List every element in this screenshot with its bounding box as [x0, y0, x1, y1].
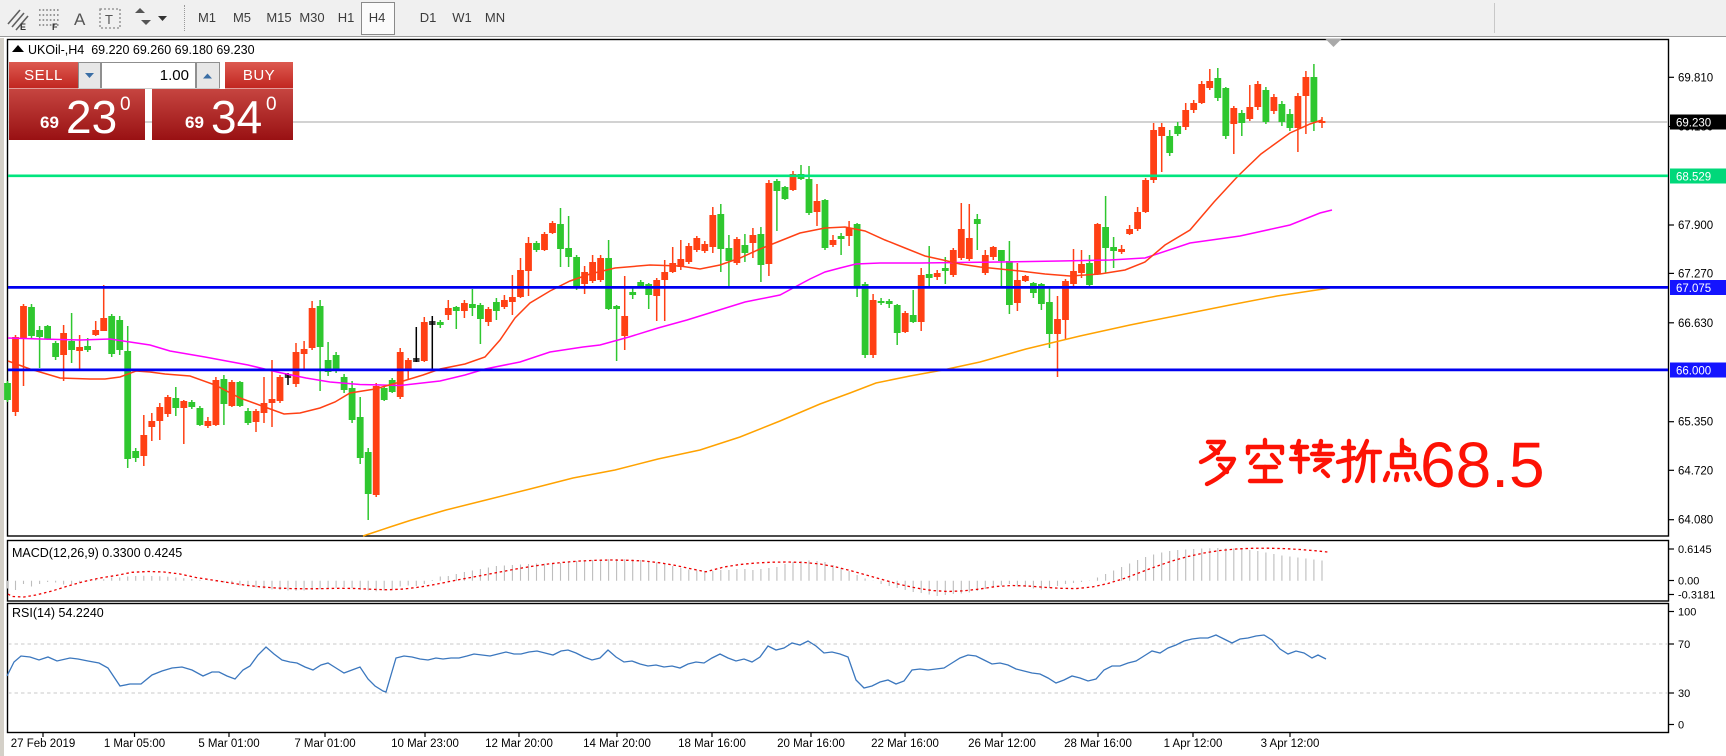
svg-text:65.350: 65.350: [1678, 417, 1713, 429]
svg-text:100: 100: [1678, 607, 1696, 619]
svg-text:7 Mar 01:00: 7 Mar 01:00: [294, 738, 355, 750]
svg-text:UKOil-,H4 69.220 69.260 69.18: UKOil-,H4 69.220 69.260 69.180 69.230: [28, 43, 255, 57]
svg-text:27 Feb 2019: 27 Feb 2019: [11, 738, 76, 750]
svg-text:69.230: 69.230: [1676, 118, 1711, 130]
svg-text:64.080: 64.080: [1678, 515, 1713, 527]
svg-text:F: F: [52, 22, 58, 32]
svg-text:64.720: 64.720: [1678, 465, 1713, 477]
svg-text:1 Apr 12:00: 1 Apr 12:00: [1164, 738, 1223, 750]
svg-text:30: 30: [1678, 688, 1690, 700]
svg-text:5 Mar 01:00: 5 Mar 01:00: [198, 738, 259, 750]
svg-text:0.6145: 0.6145: [1678, 544, 1712, 556]
svg-text:69.810: 69.810: [1678, 72, 1713, 84]
svg-text:70: 70: [1678, 639, 1690, 651]
svg-text:14 Mar 20:00: 14 Mar 20:00: [583, 738, 651, 750]
svg-text:68.5: 68.5: [1420, 429, 1545, 501]
svg-text:10 Mar 23:00: 10 Mar 23:00: [391, 738, 459, 750]
svg-text:T: T: [105, 12, 113, 27]
svg-text:67.270: 67.270: [1678, 268, 1713, 280]
svg-text:MACD(12,26,9) 0.3300 0.4245: MACD(12,26,9) 0.3300 0.4245: [12, 546, 182, 560]
svg-text:68.529: 68.529: [1676, 172, 1711, 184]
svg-text:0.00: 0.00: [1678, 576, 1699, 588]
svg-text:26 Mar 12:00: 26 Mar 12:00: [968, 738, 1036, 750]
svg-text:28 Mar 16:00: 28 Mar 16:00: [1064, 738, 1132, 750]
svg-text:E: E: [20, 22, 26, 32]
svg-text:66.000: 66.000: [1676, 366, 1711, 378]
svg-text:66.630: 66.630: [1678, 318, 1713, 330]
svg-text:18 Mar 16:00: 18 Mar 16:00: [678, 738, 746, 750]
svg-text:22 Mar 16:00: 22 Mar 16:00: [871, 738, 939, 750]
svg-text:-0.3181: -0.3181: [1678, 590, 1715, 602]
svg-text:3 Apr 12:00: 3 Apr 12:00: [1261, 738, 1320, 750]
svg-text:67.075: 67.075: [1676, 283, 1711, 295]
svg-text:12 Mar 20:00: 12 Mar 20:00: [485, 738, 553, 750]
svg-text:67.900: 67.900: [1678, 220, 1713, 232]
svg-text:20 Mar 16:00: 20 Mar 16:00: [777, 738, 845, 750]
svg-text:1 Mar 05:00: 1 Mar 05:00: [104, 738, 165, 750]
svg-text:A: A: [74, 10, 86, 29]
svg-text:RSI(14) 54.2240: RSI(14) 54.2240: [12, 606, 104, 620]
svg-text:0: 0: [1678, 720, 1684, 732]
